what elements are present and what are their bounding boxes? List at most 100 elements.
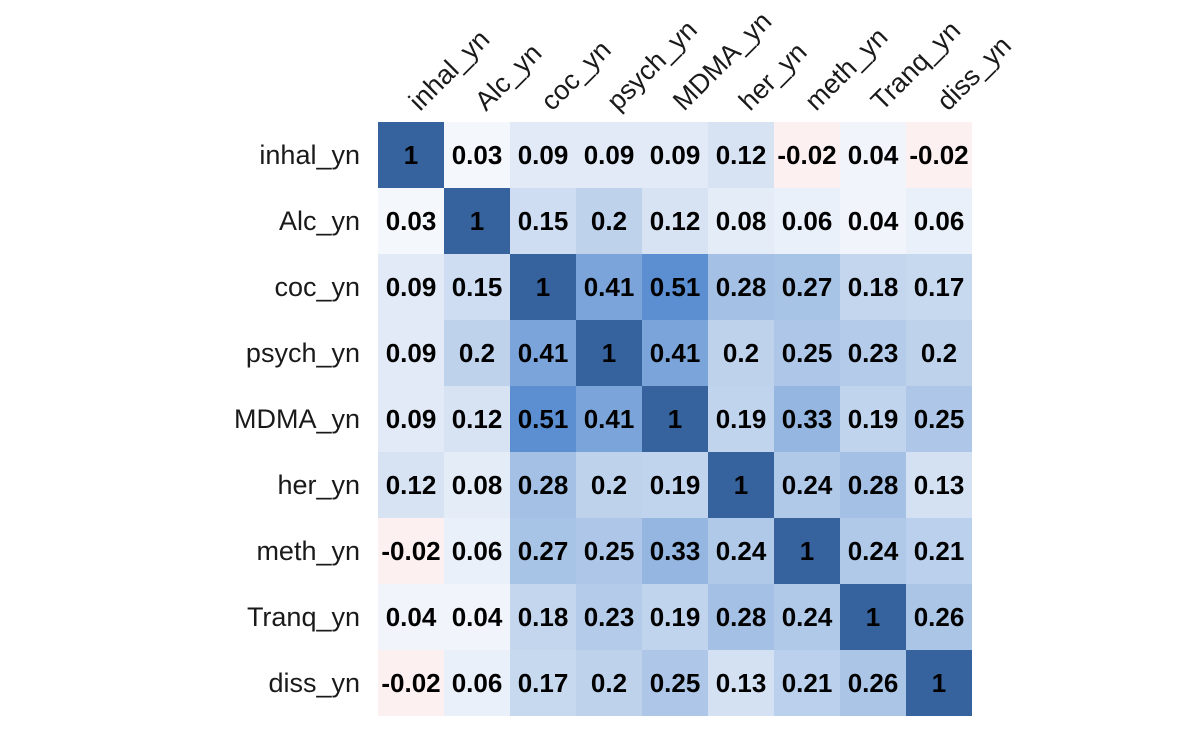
cell-value-Tranq_yn-diss_yn: 0.26	[914, 602, 965, 632]
heatmap-cell-inhal_yn-her_yn	[708, 122, 774, 188]
heatmap-cell-MDMA_yn-psych_yn	[576, 386, 642, 452]
cell-value-MDMA_yn-her_yn: 0.19	[716, 404, 767, 434]
heatmap-cell-coc_yn-MDMA_yn	[642, 254, 708, 320]
cell-value-her_yn-inhal_yn: 0.12	[386, 470, 437, 500]
cell-value-inhal_yn-inhal_yn: 1	[404, 140, 418, 170]
cell-value-Tranq_yn-Alc_yn: 0.04	[452, 602, 503, 632]
heatmap-cell-Alc_yn-MDMA_yn	[642, 188, 708, 254]
heatmap-cell-Alc_yn-inhal_yn	[378, 188, 444, 254]
cell-value-psych_yn-meth_yn: 0.25	[782, 338, 833, 368]
heatmap-cell-her_yn-coc_yn	[510, 452, 576, 518]
heatmap-cell-her_yn-meth_yn	[774, 452, 840, 518]
cell-value-diss_yn-diss_yn: 1	[932, 668, 946, 698]
heatmap-cell-MDMA_yn-diss_yn	[906, 386, 972, 452]
heatmap-cell-diss_yn-her_yn	[708, 650, 774, 716]
heatmap-cell-coc_yn-her_yn	[708, 254, 774, 320]
heatmap-cell-inhal_yn-coc_yn	[510, 122, 576, 188]
cell-value-her_yn-Alc_yn: 0.08	[452, 470, 503, 500]
heatmap-cell-inhal_yn-Alc_yn	[444, 122, 510, 188]
heatmap-cell-psych_yn-inhal_yn	[378, 320, 444, 386]
heatmap-cell-meth_yn-psych_yn	[576, 518, 642, 584]
heatmap-cell-MDMA_yn-inhal_yn	[378, 386, 444, 452]
heatmap-cell-meth_yn-coc_yn	[510, 518, 576, 584]
heatmap-cell-coc_yn-psych_yn	[576, 254, 642, 320]
heatmap-column-labels: inhal_ynAlc_yncoc_ynpsych_ynMDMA_ynher_y…	[403, 6, 1017, 116]
cell-value-diss_yn-meth_yn: 0.21	[782, 668, 833, 698]
heatmap-cell-Tranq_yn-psych_yn	[576, 584, 642, 650]
heatmap-cell-diss_yn-Tranq_yn	[840, 650, 906, 716]
cell-value-inhal_yn-coc_yn: 0.09	[518, 140, 569, 170]
heatmap-cell-Alc_yn-coc_yn	[510, 188, 576, 254]
cell-value-meth_yn-meth_yn: 1	[800, 536, 814, 566]
cell-value-psych_yn-Tranq_yn: 0.23	[848, 338, 899, 368]
cell-value-her_yn-her_yn: 1	[734, 470, 748, 500]
cell-value-psych_yn-Alc_yn: 0.2	[459, 338, 495, 368]
cell-value-psych_yn-her_yn: 0.2	[723, 338, 759, 368]
row-label-inhal_yn: inhal_yn	[259, 140, 360, 170]
heatmap-cell-Tranq_yn-inhal_yn	[378, 584, 444, 650]
heatmap-cell-MDMA_yn-coc_yn	[510, 386, 576, 452]
cell-value-psych_yn-MDMA_yn: 0.41	[650, 338, 701, 368]
heatmap-cell-inhal_yn-MDMA_yn	[642, 122, 708, 188]
heatmap-cell-diss_yn-Alc_yn	[444, 650, 510, 716]
heatmap-cell-diss_yn-coc_yn	[510, 650, 576, 716]
cell-value-Alc_yn-Tranq_yn: 0.04	[848, 206, 899, 236]
cell-value-diss_yn-her_yn: 0.13	[716, 668, 767, 698]
cell-value-Tranq_yn-Tranq_yn: 1	[866, 602, 880, 632]
heatmap-cell-Tranq_yn-coc_yn	[510, 584, 576, 650]
row-label-Alc_yn: Alc_yn	[279, 206, 360, 236]
cell-value-coc_yn-Tranq_yn: 0.18	[848, 272, 899, 302]
cell-value-MDMA_yn-inhal_yn: 0.09	[386, 404, 437, 434]
row-label-diss_yn: diss_yn	[268, 668, 360, 698]
row-label-coc_yn: coc_yn	[274, 272, 360, 302]
heatmap-cell-diss_yn-diss_yn	[906, 650, 972, 716]
cell-value-inhal_yn-her_yn: 0.12	[716, 140, 767, 170]
heatmap-cell-meth_yn-diss_yn	[906, 518, 972, 584]
cell-value-Tranq_yn-her_yn: 0.28	[716, 602, 767, 632]
cell-value-psych_yn-coc_yn: 0.41	[518, 338, 569, 368]
heatmap-cell-MDMA_yn-Alc_yn	[444, 386, 510, 452]
heatmap-cell-meth_yn-Alc_yn	[444, 518, 510, 584]
cell-value-diss_yn-Tranq_yn: 0.26	[848, 668, 899, 698]
heatmap-cell-Tranq_yn-her_yn	[708, 584, 774, 650]
heatmap-cell-diss_yn-meth_yn	[774, 650, 840, 716]
heatmap-cell-her_yn-psych_yn	[576, 452, 642, 518]
cell-value-inhal_yn-meth_yn: -0.02	[777, 140, 836, 170]
heatmap-cell-coc_yn-coc_yn	[510, 254, 576, 320]
cell-value-coc_yn-MDMA_yn: 0.51	[650, 272, 701, 302]
row-label-MDMA_yn: MDMA_yn	[234, 404, 360, 434]
heatmap-row-labels: inhal_yn Alc_yn coc_yn psych_yn MDMA_yn her_y…	[234, 140, 360, 698]
heatmap-cell-Tranq_yn-Alc_yn	[444, 584, 510, 650]
cell-value-coc_yn-Alc_yn: 0.15	[452, 272, 503, 302]
heatmap-cell-psych_yn-Alc_yn	[444, 320, 510, 386]
heatmap-cell-her_yn-Tranq_yn	[840, 452, 906, 518]
cell-value-Alc_yn-meth_yn: 0.06	[782, 206, 833, 236]
heatmap-cell-coc_yn-meth_yn	[774, 254, 840, 320]
heatmap-cell-Alc_yn-meth_yn	[774, 188, 840, 254]
heatmap-cell-Alc_yn-her_yn	[708, 188, 774, 254]
heatmap-cell-inhal_yn-psych_yn	[576, 122, 642, 188]
cell-value-meth_yn-diss_yn: 0.21	[914, 536, 965, 566]
cell-value-MDMA_yn-coc_yn: 0.51	[518, 404, 569, 434]
cell-value-meth_yn-inhal_yn: -0.02	[381, 536, 440, 566]
cell-value-coc_yn-her_yn: 0.28	[716, 272, 767, 302]
heatmap-cell-Alc_yn-Tranq_yn	[840, 188, 906, 254]
heatmap-cell-coc_yn-diss_yn	[906, 254, 972, 320]
heatmap-cell-Tranq_yn-MDMA_yn	[642, 584, 708, 650]
heatmap-cell-meth_yn-her_yn	[708, 518, 774, 584]
cell-value-diss_yn-MDMA_yn: 0.25	[650, 668, 701, 698]
heatmap-cell-Alc_yn-psych_yn	[576, 188, 642, 254]
cell-value-diss_yn-Alc_yn: 0.06	[452, 668, 503, 698]
heatmap-cell-meth_yn-meth_yn	[774, 518, 840, 584]
cell-value-Alc_yn-her_yn: 0.08	[716, 206, 767, 236]
cell-value-meth_yn-Alc_yn: 0.06	[452, 536, 503, 566]
heatmap-cell-psych_yn-Tranq_yn	[840, 320, 906, 386]
heatmap-cell-psych_yn-psych_yn	[576, 320, 642, 386]
cell-value-inhal_yn-MDMA_yn: 0.09	[650, 140, 701, 170]
heatmap-cell-psych_yn-diss_yn	[906, 320, 972, 386]
cell-value-her_yn-meth_yn: 0.24	[782, 470, 833, 500]
heatmap-cell-diss_yn-MDMA_yn	[642, 650, 708, 716]
heatmap-cell-diss_yn-psych_yn	[576, 650, 642, 716]
heatmap-cell-meth_yn-Tranq_yn	[840, 518, 906, 584]
heatmap-cells	[378, 122, 972, 716]
